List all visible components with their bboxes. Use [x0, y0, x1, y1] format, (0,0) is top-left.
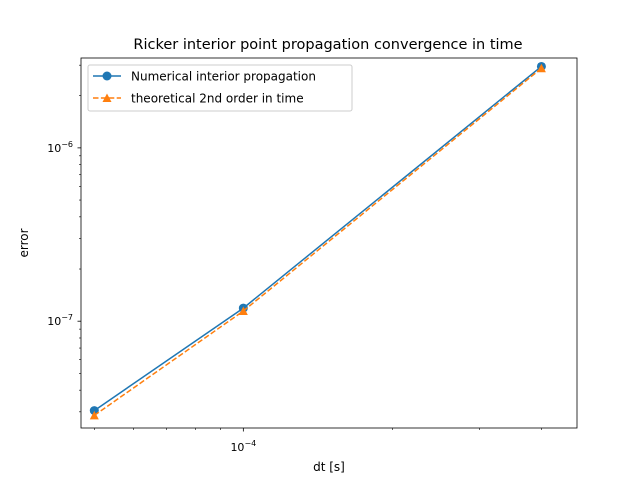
legend-label-theoretical: theoretical 2nd order in time: [131, 92, 304, 106]
legend-entry-numerical: Numerical interior propagation: [93, 70, 316, 84]
series-group: [89, 61, 546, 420]
legend-label-numerical: Numerical interior propagation: [131, 70, 316, 84]
x-axis-label: dt [s]: [313, 460, 345, 474]
y-tick-label: 10−7: [47, 313, 73, 328]
plot-area: [81, 58, 577, 428]
y-tick-label: 10−6: [47, 140, 73, 155]
chart-title: Ricker interior point propagation conver…: [133, 37, 522, 53]
series-1-point: [238, 306, 248, 316]
series-0-point: [89, 406, 99, 416]
series-1-point: [536, 63, 546, 73]
legend: Numerical interior propagation theoretic…: [87, 64, 353, 112]
legend-marker-numerical: [102, 71, 112, 81]
y-axis-label: error: [17, 228, 31, 257]
legend-entry-theoretical: theoretical 2nd order in time: [93, 92, 304, 106]
legend-box: [87, 64, 353, 112]
x-tick-label: 10−4: [230, 439, 256, 454]
series-1-point: [89, 410, 99, 420]
plot-frame: [80, 57, 578, 429]
legend-marker-theoretical: [102, 93, 112, 102]
